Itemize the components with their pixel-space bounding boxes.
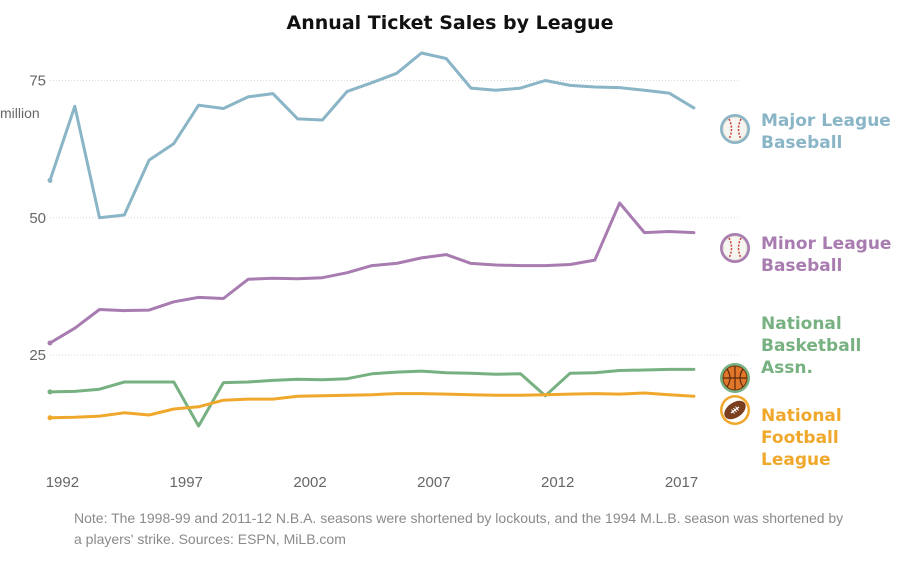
x-tick-label: 2002 [293,474,326,491]
ball-lace [731,409,735,414]
series-start-point [47,340,53,346]
ball-stitch [737,237,742,259]
ball-body [722,235,748,261]
series-label: League [761,450,831,470]
series-label: Assn. [761,358,813,378]
chart-note: Note: The 1998-99 and 2011-12 N.B.A. sea… [74,510,844,547]
series-start-point [47,415,53,421]
x-tick-label: 2007 [417,474,450,491]
y-tick-label: 25 [29,347,46,364]
x-tick-label: 2017 [665,474,698,491]
ball-lace [735,406,739,411]
chart-title: Annual Ticket Sales by League [286,12,614,34]
series-icons [720,114,750,425]
y-tick-label: 75 [29,72,46,89]
y-unit-label: million [0,105,40,121]
gridlines [50,79,740,356]
ball-lace [733,407,737,413]
series-label: Major League [761,111,891,131]
football-icon [720,395,750,425]
x-tick-label: 1992 [46,474,79,491]
ball-stitch [728,237,733,259]
ball-stitch [728,118,733,140]
x-tick-label: 2012 [541,474,574,491]
basketball-icon [720,363,750,393]
series-start-point [47,177,53,183]
ball-seam [726,368,731,388]
axis-labels: 25 50 75 1992 1997 2002 2007 2012 2017 [29,72,698,491]
x-tick-label: 1997 [170,474,203,491]
series-line-0 [48,51,696,220]
series-lines [47,51,696,428]
baseball-icon [720,114,750,144]
baseball-icon [720,233,750,263]
series-label: Baseball [761,133,842,153]
ball-stitch [737,118,742,140]
series-label: Basketball [761,336,861,356]
series-label: Minor League [761,234,891,254]
ball-seam [739,368,744,388]
series-label: Baseball [761,256,842,276]
series-start-point [47,389,53,395]
series-line-1 [48,201,696,345]
series-label: National [761,406,842,426]
series-label: National [761,314,842,334]
series-label: Football [761,428,839,448]
series-line-3 [48,391,696,420]
series-line-2 [48,367,696,428]
y-tick-label: 50 [29,210,46,227]
ball-body [722,116,748,142]
